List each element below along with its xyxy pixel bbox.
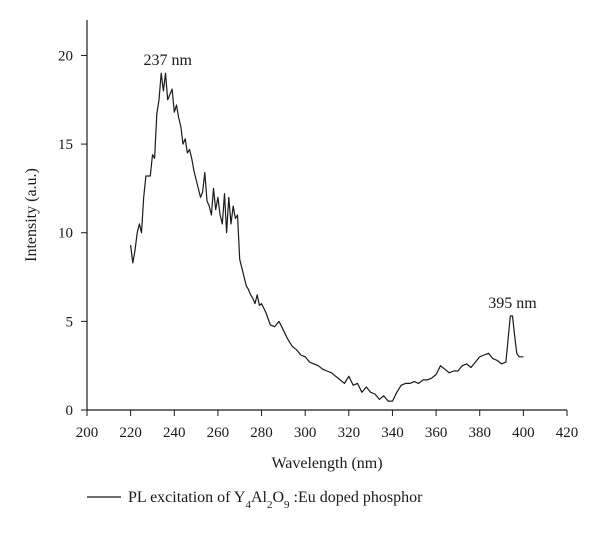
y-tick-label: 10 <box>58 226 73 242</box>
axes <box>86 20 567 411</box>
series-group <box>130 72 524 402</box>
legend: PL excitation of Y4Al2O9 :Eu doped phosp… <box>87 489 423 511</box>
x-tick-label: 280 <box>250 425 273 441</box>
legend-label-sub: 2 <box>267 499 273 511</box>
annotations: 237 nm 395 nm <box>144 52 538 312</box>
legend-label-sub: 9 <box>284 499 290 511</box>
legend-label-part: O <box>272 489 284 506</box>
x-tick-label: 240 <box>163 425 186 441</box>
x-tick-label: 200 <box>76 425 99 441</box>
x-tick-label: 340 <box>381 425 404 441</box>
x-tick-label: 360 <box>425 425 448 441</box>
y-axis-ticks: 0 5 10 15 20 <box>58 48 87 419</box>
x-tick-label: 260 <box>207 425 230 441</box>
legend-label-part: Al <box>251 489 268 506</box>
y-tick-label: 20 <box>58 48 73 64</box>
x-axis-title: Wavelength (nm) <box>271 455 382 472</box>
legend-label: PL excitation of Y4Al2O9 :Eu doped phosp… <box>128 489 423 511</box>
series-line <box>130 72 524 402</box>
x-tick-label: 300 <box>294 425 317 441</box>
legend-label-sub: 4 <box>245 499 251 511</box>
x-tick-label: 220 <box>119 425 142 441</box>
x-tick-label: 320 <box>338 425 361 441</box>
y-tick-label: 15 <box>58 137 73 153</box>
x-axis-ticks: 200 220 240 260 280 300 320 340 360 380 400 420 <box>76 410 579 441</box>
x-tick-label: 420 <box>556 425 579 441</box>
peak-annotation: 395 nm <box>488 295 537 312</box>
y-tick-label: 0 <box>66 403 74 419</box>
peak-annotation: 237 nm <box>144 52 193 69</box>
y-tick-label: 5 <box>66 314 74 330</box>
legend-label-part: PL excitation of Y <box>128 489 246 506</box>
x-tick-label: 380 <box>468 425 491 441</box>
x-tick-label: 400 <box>512 425 535 441</box>
y-axis-title: Intensity (a.u.) <box>23 168 40 262</box>
legend-label-part: :Eu doped phosphor <box>290 489 424 506</box>
